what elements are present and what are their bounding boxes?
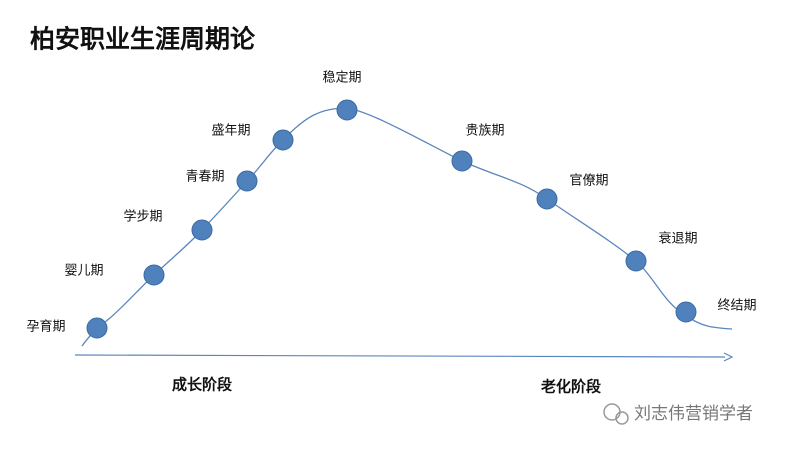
stage-node <box>625 250 647 272</box>
axis-arrow <box>723 352 734 362</box>
stage-node <box>86 317 108 339</box>
node-label: 婴儿期 <box>64 264 103 279</box>
time-axis <box>74 354 726 358</box>
stage-node <box>143 264 165 286</box>
node-label: 青春期 <box>185 170 224 185</box>
stage-node <box>536 188 558 210</box>
node-label: 终结期 <box>717 298 756 314</box>
stage-node <box>272 129 294 151</box>
stage-node <box>336 99 358 121</box>
watermark: 刘志伟营销学者 <box>634 404 753 424</box>
node-label: 稳定期 <box>322 70 361 86</box>
stage-label: 老化阶段 <box>540 378 601 396</box>
stage-node <box>451 150 473 172</box>
watermark-icon <box>603 403 629 425</box>
stage-node <box>191 219 213 241</box>
node-label: 衰退期 <box>658 231 697 247</box>
stage-node <box>236 170 258 192</box>
node-label: 贵族期 <box>465 123 504 139</box>
node-label: 盛年期 <box>211 124 250 139</box>
stage-label: 成长阶段 <box>172 376 232 394</box>
title: 柏安职业生涯周期论 <box>30 25 256 54</box>
stage-node <box>675 301 697 323</box>
node-label: 官僚期 <box>569 173 608 189</box>
node-label: 孕育期 <box>26 319 65 335</box>
node-label: 学步期 <box>123 209 162 225</box>
